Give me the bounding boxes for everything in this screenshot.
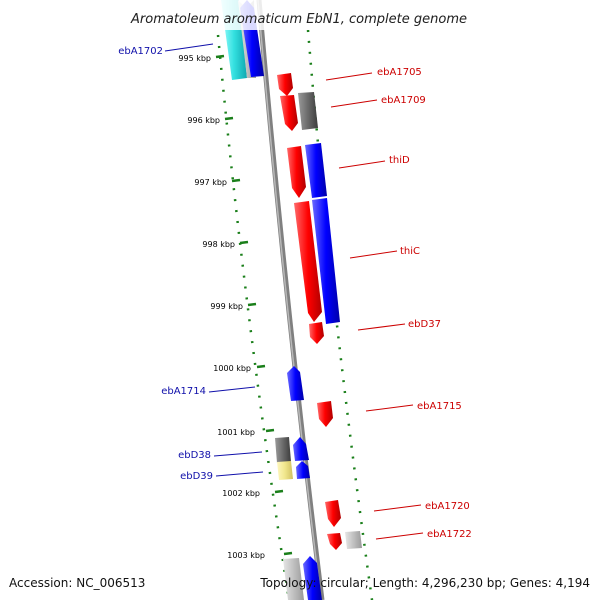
gene-bottom-blue[interactable] <box>303 556 322 600</box>
leader-ebA1715 <box>365 404 414 412</box>
gene-label-thiC[interactable]: thiC <box>400 246 420 257</box>
tick-label-995: 995 kbp <box>178 54 211 63</box>
gene-ebA1720[interactable] <box>325 500 341 527</box>
leader-ebA1722 <box>375 532 424 540</box>
gene-bottom-light[interactable] <box>283 558 304 600</box>
tick-label-996: 996 kbp <box>187 116 220 125</box>
gene-ebA1715[interactable] <box>317 401 333 427</box>
header-band <box>0 0 600 30</box>
tick-1000 <box>256 364 266 369</box>
gene-ebD39-yellow[interactable] <box>277 461 293 480</box>
gene-thiC-blue[interactable] <box>312 198 340 324</box>
gene-ebD39-blue[interactable] <box>296 461 310 479</box>
genome-backbone-highlight <box>257 0 322 600</box>
leader-thiD <box>338 160 386 169</box>
tick-997 <box>231 178 241 183</box>
gene-label-ebA1720[interactable]: ebA1720 <box>425 501 470 512</box>
tick-1002 <box>274 489 284 494</box>
leader-ebD39 <box>215 471 264 477</box>
tick-marks <box>215 54 293 556</box>
gene-ebD38-blue[interactable] <box>293 437 309 461</box>
leader-ebA1709 <box>330 99 378 108</box>
tick-1003 <box>283 551 293 556</box>
genome-backbone <box>256 0 325 600</box>
tick-label-997: 997 kbp <box>194 178 227 187</box>
gene-ebA1709-red[interactable] <box>280 95 298 131</box>
gene-thiD-blue[interactable] <box>305 143 327 198</box>
map-title-overlay: Aromatoleum aromaticum EbN1, complete ge… <box>130 12 467 27</box>
tick-998 <box>239 240 249 245</box>
gene-ebA1714[interactable] <box>287 366 304 401</box>
gene-label-thiD[interactable]: thiD <box>389 155 410 166</box>
accession-text: Accession: NC_006513 <box>9 576 145 590</box>
tick-label-1001: 1001 kbp <box>217 428 255 437</box>
leader-ebA1720 <box>373 504 422 512</box>
leader-thiC <box>349 250 398 259</box>
gene-label-ebD38[interactable]: ebD38 <box>178 450 211 461</box>
gene-label-ebD37[interactable]: ebD37 <box>408 319 441 330</box>
leader-ebD38 <box>213 451 263 457</box>
gene-thiD-red[interactable] <box>287 146 306 198</box>
tick-label-999: 999 kbp <box>210 302 243 311</box>
tick-label-1002: 1002 kbp <box>222 489 260 498</box>
gene-label-ebA1722[interactable]: ebA1722 <box>427 529 472 540</box>
tick-label-1000: 1000 kbp <box>213 364 251 373</box>
gene-ebA1722-red[interactable] <box>327 533 342 550</box>
gene-label-ebA1715[interactable]: ebA1715 <box>417 401 462 412</box>
gene-ebA1709-grey[interactable] <box>298 92 318 130</box>
tick-label-1003: 1003 kbp <box>227 551 265 560</box>
gene-label-ebD39[interactable]: ebD39 <box>180 471 213 482</box>
gene-label-ebA1714[interactable]: ebA1714 <box>161 386 206 397</box>
tick-995 <box>215 54 225 59</box>
leader-ebD37 <box>357 323 406 331</box>
leader-ebA1705 <box>325 72 373 81</box>
gene-ebA1722-light[interactable] <box>345 531 362 549</box>
tick-996 <box>224 116 234 121</box>
gene-label-ebA1709[interactable]: ebA1709 <box>381 95 426 106</box>
gene-ebD38-grey[interactable] <box>275 437 291 463</box>
gene-ebD37[interactable] <box>309 322 324 344</box>
leader-ebA1702 <box>164 43 214 52</box>
gene-label-ebA1702[interactable]: ebA1702 <box>118 46 163 57</box>
leader-ebA1714 <box>208 386 256 393</box>
topology-text: Topology: circular; Length: 4,296,230 bp… <box>259 576 590 590</box>
gene-thiC-red[interactable] <box>294 201 322 322</box>
gene-label-ebA1705[interactable]: ebA1705 <box>377 67 422 78</box>
tick-label-998: 998 kbp <box>202 240 235 249</box>
leader-lines <box>164 43 424 540</box>
tick-999 <box>247 302 257 307</box>
gene-ebA1705[interactable] <box>277 73 293 96</box>
tick-1001 <box>265 428 275 433</box>
